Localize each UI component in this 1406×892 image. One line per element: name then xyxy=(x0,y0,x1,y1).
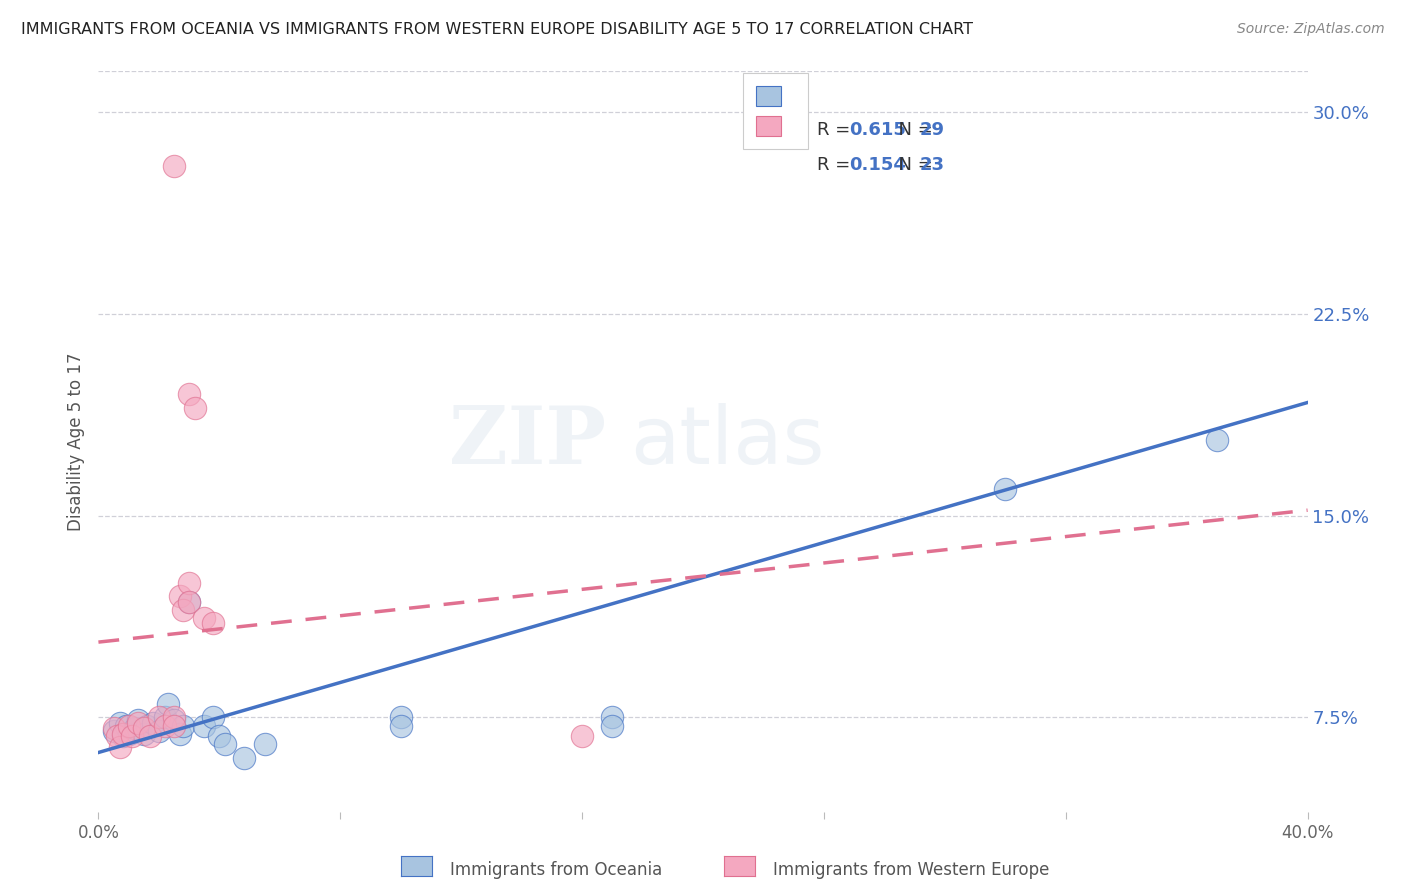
Point xyxy=(108,715,131,730)
Text: R =: R = xyxy=(817,120,856,139)
Point xyxy=(135,718,157,732)
Point xyxy=(202,710,225,724)
Text: 0.615: 0.615 xyxy=(849,120,905,139)
Point xyxy=(108,740,131,755)
Point xyxy=(172,603,194,617)
Point xyxy=(163,718,186,732)
Point xyxy=(214,738,236,752)
Point xyxy=(179,595,201,609)
Point xyxy=(389,718,412,732)
Point xyxy=(132,721,155,735)
Point xyxy=(169,590,191,604)
Point xyxy=(127,713,149,727)
Point xyxy=(105,729,128,743)
Point xyxy=(179,595,201,609)
Text: 29: 29 xyxy=(920,120,945,139)
Point xyxy=(208,729,231,743)
Point xyxy=(172,718,194,732)
Point xyxy=(153,710,176,724)
Text: R =: R = xyxy=(817,156,856,174)
Point xyxy=(124,721,146,735)
Text: Immigrants from Western Europe: Immigrants from Western Europe xyxy=(773,861,1050,879)
Point xyxy=(179,575,201,590)
Point xyxy=(153,718,176,732)
Text: 23: 23 xyxy=(920,156,945,174)
Text: Immigrants from Oceania: Immigrants from Oceania xyxy=(450,861,662,879)
Point xyxy=(193,718,215,732)
Point xyxy=(994,482,1017,496)
Text: Source: ZipAtlas.com: Source: ZipAtlas.com xyxy=(1237,22,1385,37)
Point xyxy=(571,729,593,743)
Point xyxy=(132,726,155,740)
Point xyxy=(602,710,624,724)
Point xyxy=(163,713,186,727)
Point xyxy=(111,726,134,740)
Text: atlas: atlas xyxy=(630,402,825,481)
Point xyxy=(148,710,170,724)
Point xyxy=(232,751,254,765)
Point xyxy=(163,159,186,173)
Point xyxy=(121,729,143,743)
Point xyxy=(127,715,149,730)
Text: N =: N = xyxy=(887,156,939,174)
Point xyxy=(253,738,276,752)
Point xyxy=(118,726,141,740)
Text: ZIP: ZIP xyxy=(450,402,606,481)
Point xyxy=(139,729,162,743)
Point xyxy=(103,723,125,738)
Point xyxy=(169,726,191,740)
Point xyxy=(1206,433,1229,447)
Text: 0.154: 0.154 xyxy=(849,156,905,174)
Point xyxy=(202,616,225,631)
Point xyxy=(114,718,136,732)
Text: N =: N = xyxy=(887,120,939,139)
Point xyxy=(103,721,125,735)
Point xyxy=(142,715,165,730)
Text: IMMIGRANTS FROM OCEANIA VS IMMIGRANTS FROM WESTERN EUROPE DISABILITY AGE 5 TO 17: IMMIGRANTS FROM OCEANIA VS IMMIGRANTS FR… xyxy=(21,22,973,37)
Point xyxy=(389,710,412,724)
Legend: , : , xyxy=(742,73,808,149)
Point xyxy=(118,718,141,732)
Point xyxy=(163,710,186,724)
Point xyxy=(602,718,624,732)
Point xyxy=(148,723,170,738)
Point xyxy=(184,401,207,415)
Point xyxy=(193,611,215,625)
Point xyxy=(179,387,201,401)
Point xyxy=(111,729,134,743)
Y-axis label: Disability Age 5 to 17: Disability Age 5 to 17 xyxy=(66,352,84,531)
Point xyxy=(156,697,179,711)
